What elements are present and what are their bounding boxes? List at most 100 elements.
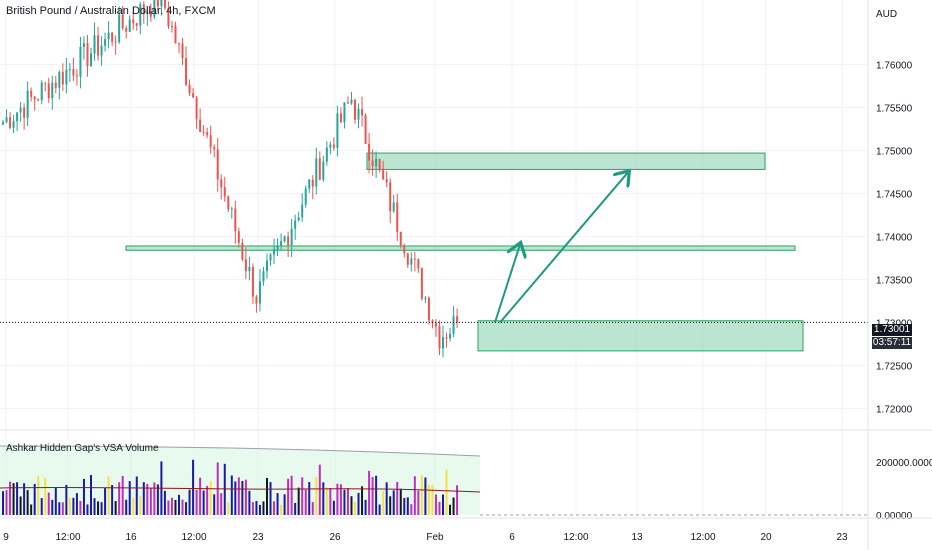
volume-bar [213, 494, 216, 515]
volume-bar [336, 483, 339, 515]
projection-arrows [494, 172, 628, 324]
volume-bar [54, 487, 57, 515]
candle-body [188, 84, 191, 94]
candle-body [139, 4, 142, 26]
volume-bar [72, 497, 75, 515]
volume-bar [26, 490, 29, 515]
candle-body [290, 228, 293, 246]
volume-bar [294, 502, 297, 515]
volume-bar [75, 493, 78, 515]
candle-body [2, 122, 4, 125]
volume-bar [283, 494, 286, 515]
volume-bar [104, 488, 107, 515]
candle-body [241, 242, 244, 260]
candle-body [132, 19, 135, 24]
candle-body [308, 179, 311, 189]
volume-bar [389, 496, 392, 515]
volume-bar [114, 501, 117, 515]
candle-body [107, 32, 110, 40]
volume-bar [68, 497, 71, 515]
volume-bar [375, 475, 378, 515]
volume-bar [406, 497, 409, 515]
candle-body [445, 337, 448, 339]
candle-body [368, 143, 371, 161]
candle-body [82, 43, 85, 47]
candle-body [283, 236, 286, 242]
candle-body [23, 107, 26, 118]
volume-bar [318, 464, 321, 515]
candle-body [403, 245, 406, 254]
volume-bar [58, 502, 61, 515]
candle-body [346, 102, 349, 104]
volume-bar [170, 497, 173, 515]
volume-bar [12, 483, 15, 515]
candle-body [5, 117, 8, 123]
volume-bar [37, 476, 40, 515]
candle-body [396, 202, 399, 232]
candle-body [54, 82, 57, 88]
volume-bar [244, 479, 247, 515]
candle-body [361, 108, 364, 116]
candle-body [244, 259, 247, 272]
candle-body [93, 35, 96, 54]
candle-body [399, 231, 402, 246]
candle-body [375, 158, 378, 167]
candle-body [149, 11, 152, 17]
volume-bar [371, 477, 374, 515]
candle-body [318, 158, 321, 180]
volume-bar [79, 500, 82, 515]
volume-bar [125, 499, 128, 515]
candle-body [79, 46, 82, 77]
volume-bar [86, 504, 89, 515]
candle-body [248, 267, 251, 272]
candle-body [9, 117, 12, 128]
volume-bar [266, 477, 268, 515]
price-tick-label: 1.74000 [876, 233, 913, 244]
price-tick-label: 1.72500 [876, 362, 913, 373]
volume-bar [350, 496, 353, 515]
candle-body [202, 131, 205, 133]
candle-body [30, 90, 33, 97]
candle-body [142, 4, 145, 15]
candle-body [216, 149, 219, 180]
candle-body [301, 204, 304, 218]
volume-bar [403, 497, 406, 515]
volume-bar [241, 481, 244, 515]
volume-bar [146, 483, 149, 515]
volume-bar [135, 476, 138, 515]
volume-bar [339, 484, 342, 515]
candle-body [269, 254, 272, 261]
volume-bar [97, 501, 100, 515]
candle-body [389, 182, 392, 212]
volume-bar [220, 493, 223, 515]
volume-bar [30, 504, 33, 515]
symbol-title: British Pound / Australian Dollar, 4h, F… [6, 5, 216, 17]
volume-bar [121, 475, 124, 515]
candle-body [174, 26, 177, 44]
volume-bar [181, 499, 184, 515]
candle-body [114, 41, 117, 43]
volume-panel: 200000.00000 0.00000 [0, 445, 932, 522]
price-tick-label: 1.76000 [876, 61, 913, 72]
candle-body [167, 7, 170, 26]
candle-body [449, 333, 452, 339]
price-tick-label: 1.73500 [876, 276, 913, 287]
candle-body [51, 82, 54, 99]
volume-bar [385, 482, 388, 515]
volume-bar [417, 490, 420, 515]
candle-body [26, 90, 29, 118]
candle-body [385, 179, 388, 183]
volume-bar [332, 500, 335, 515]
candle-body [255, 296, 258, 304]
volume-bar [178, 494, 180, 515]
time-tick-label: 9 [3, 532, 9, 543]
candle-body [280, 241, 283, 246]
volume-bar [329, 487, 332, 515]
volume-bar [156, 484, 159, 515]
volume-bar [118, 482, 121, 515]
time-tick-label: 12:00 [181, 532, 206, 543]
volume-bar [111, 485, 114, 515]
candle-body [135, 23, 138, 26]
candle-body [19, 107, 22, 113]
